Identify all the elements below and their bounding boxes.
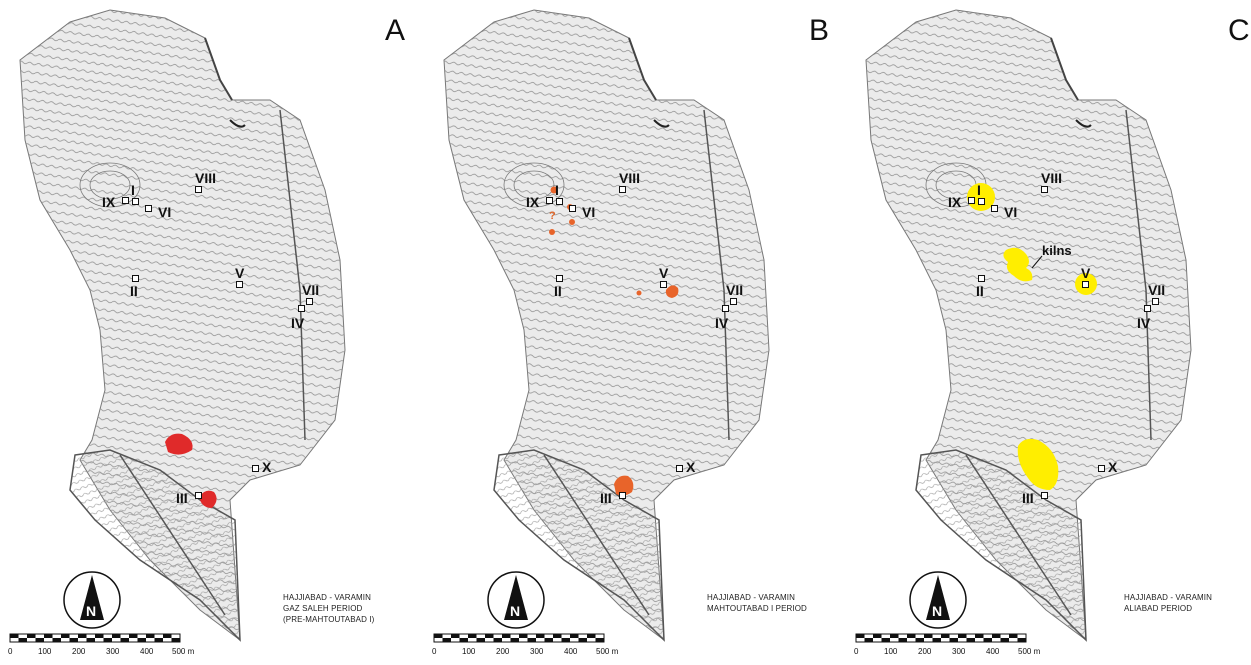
- occupation-area-iii: [614, 475, 634, 496]
- scale-bar-icon: [9, 633, 181, 643]
- trench-marker-icon: [1098, 465, 1105, 472]
- occupation-area-i: [967, 183, 995, 211]
- panel-letter: C: [1228, 14, 1250, 47]
- trench-marker-icon: [556, 275, 563, 282]
- trench-label-ii: II: [130, 283, 138, 299]
- trench-marker-icon: [556, 198, 563, 205]
- occupation-area-kilns: [1003, 247, 1033, 282]
- trench-marker-icon: [195, 186, 202, 193]
- trench-marker-icon: [968, 197, 975, 204]
- map-panel-a: A N I IX VI VIII II V VII IV X III HAJJI…: [0, 0, 417, 665]
- trench-label-v: V: [235, 265, 245, 281]
- occupation-area-south: [1017, 438, 1059, 490]
- trench-label-viii: VIII: [195, 170, 217, 186]
- north-arrow-label: N: [932, 603, 943, 619]
- scale-bar-icon: [855, 633, 1027, 643]
- north-arrow-label: N: [86, 603, 97, 619]
- trench-label-ii: II: [554, 283, 562, 299]
- trench-marker-icon: [195, 492, 202, 499]
- map-panel-b: B N ? I IX VI VIII II V VII IV X III HAJ…: [424, 0, 841, 665]
- trench-label-ii: II: [976, 283, 984, 299]
- topographic-map-b: [433, 9, 770, 643]
- trench-marker-icon: [1082, 281, 1089, 288]
- trench-label-i: I: [555, 182, 559, 198]
- trench-marker-icon: [306, 298, 313, 305]
- trench-marker-icon: [978, 198, 985, 205]
- trench-marker-icon: [660, 281, 667, 288]
- occupation-area-v: [665, 285, 679, 298]
- uncertain-marker: ?: [549, 210, 556, 222]
- scale-bar-icon: [433, 633, 605, 643]
- trench-marker-icon: [569, 205, 576, 212]
- trench-label-viii: VIII: [619, 170, 641, 186]
- trench-label-v: V: [659, 265, 669, 281]
- occupation-area-dot: [550, 186, 558, 194]
- panel-letter: B: [809, 14, 830, 47]
- map-caption: HAJJIABAD - VARAMIN MAHTOUTABAD I PERIOD: [707, 593, 807, 613]
- occupation-area-dot: [549, 229, 555, 235]
- trench-label-viii: VIII: [1041, 170, 1063, 186]
- trench-marker-icon: [236, 281, 243, 288]
- trench-label-iv: IV: [715, 315, 729, 331]
- trench-label-iii: III: [1022, 490, 1034, 506]
- trench-marker-icon: [1152, 298, 1159, 305]
- trench-label-iv: IV: [291, 315, 305, 331]
- trench-label-vii: VII: [1148, 282, 1166, 298]
- occupation-area-dot: [569, 219, 575, 225]
- trench-label-ix: IX: [526, 194, 540, 210]
- kilns-label: kilns: [1042, 243, 1072, 258]
- trench-marker-icon: [722, 305, 729, 312]
- trench-label-ix: IX: [102, 194, 116, 210]
- trench-marker-icon: [978, 275, 985, 282]
- trench-label-x: X: [1108, 459, 1118, 475]
- occupation-area-dot: [636, 290, 642, 296]
- trench-marker-icon: [1041, 186, 1048, 193]
- trench-label-vi: VI: [582, 204, 596, 220]
- trench-label-vii: VII: [726, 282, 744, 298]
- trench-marker-icon: [1144, 305, 1151, 312]
- trench-marker-icon: [132, 275, 139, 282]
- trench-label-vi: VI: [158, 204, 172, 220]
- occupation-area-north: [165, 433, 193, 455]
- occupation-area-south: [200, 490, 217, 508]
- trench-label-vi: VI: [1004, 204, 1018, 220]
- map-caption: HAJJIABAD - VARAMIN ALIABAD PERIOD: [1124, 593, 1212, 613]
- trench-marker-icon: [991, 205, 998, 212]
- trench-label-i: I: [977, 182, 981, 198]
- trench-label-vii: VII: [302, 282, 320, 298]
- trench-label-iii: III: [176, 490, 188, 506]
- kilns-pointer: [1031, 255, 1043, 269]
- trench-marker-icon: [730, 298, 737, 305]
- trench-label-v: V: [1081, 265, 1091, 281]
- north-arrow-label: N: [510, 603, 521, 619]
- trench-marker-icon: [132, 198, 139, 205]
- north-arrow-icon: [63, 571, 121, 629]
- map-caption: HAJJIABAD - VARAMIN GAZ SALEH PERIOD (PR…: [283, 593, 375, 624]
- panel-letter: A: [385, 14, 406, 47]
- trench-marker-icon: [676, 465, 683, 472]
- topographic-map-a: [9, 9, 346, 643]
- trench-marker-icon: [619, 492, 626, 499]
- trench-label-iv: IV: [1137, 315, 1151, 331]
- trench-marker-icon: [1041, 492, 1048, 499]
- trench-marker-icon: [546, 197, 553, 204]
- trench-marker-icon: [619, 186, 626, 193]
- trench-marker-icon: [252, 465, 259, 472]
- north-arrow-icon: [909, 571, 967, 629]
- north-arrow-icon: [487, 571, 545, 629]
- trench-marker-icon: [122, 197, 129, 204]
- topographic-map-c: [855, 9, 1192, 643]
- map-panel-c: C N kilns I IX VI VIII II V VII IV X III…: [846, 0, 1251, 665]
- trench-marker-icon: [298, 305, 305, 312]
- trench-label-x: X: [262, 459, 272, 475]
- trench-marker-icon: [145, 205, 152, 212]
- trench-label-x: X: [686, 459, 696, 475]
- trench-label-iii: III: [600, 490, 612, 506]
- trench-label-ix: IX: [948, 194, 962, 210]
- trench-label-i: I: [131, 182, 135, 198]
